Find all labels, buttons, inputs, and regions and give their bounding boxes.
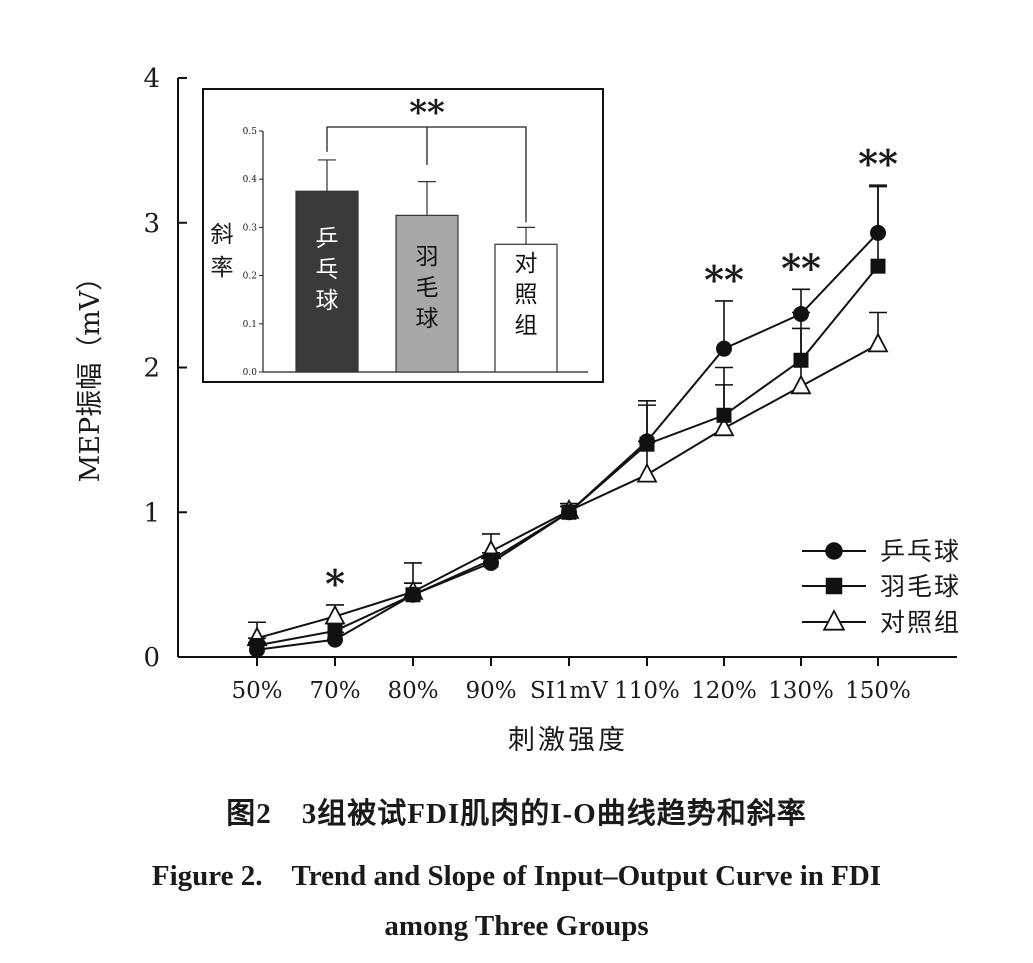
legend-marker [825,577,843,595]
x-tick-label: 90% [465,678,516,704]
inset-bar-label-char: 照 [515,282,538,308]
x-tick-label: 120% [691,678,757,704]
data-point [793,305,809,322]
inset-bar [295,190,359,373]
x-tick-label: 50% [231,678,282,704]
y-tick-label: 4 [143,64,160,94]
inset-bar-label-char: 乓 [316,257,339,283]
y-tick-label: 1 [143,498,160,528]
data-point [327,631,343,648]
significance-marker: ** [704,257,744,302]
data-point [483,554,499,571]
series-line [256,343,879,640]
inset-bar-label-char: 乒 [316,226,339,252]
data-point [870,224,886,241]
x-tick-label: 80% [387,678,438,704]
inset-bar-label-char: 球 [316,288,339,314]
inset-y-title-char: 率 [211,255,234,281]
inset-bar-label-char: 毛 [416,275,439,301]
inset-significance-marker: ** [409,93,445,133]
legend-label: 对照组 [880,608,961,637]
x-tick-label: 70% [309,678,360,704]
caption-english-line2: among Three Groups [384,910,649,942]
data-point [249,641,265,658]
x-tick-label: 110% [614,678,680,704]
inset-y-tick-label: 0.2 [243,272,257,282]
data-point [867,332,889,353]
inset-bar-label-char: 组 [515,313,538,339]
inset-bar-label-char: 球 [416,306,439,332]
caption-chinese: 图2 3组被试FDI肌肉的I-O曲线趋势和斜率 [226,798,807,830]
inset-bar [494,243,558,373]
caption-english-line1: Figure 2. Trend and Slope of Input–Outpu… [151,860,882,892]
data-point [870,258,886,274]
data-point [716,407,732,423]
x-tick-label: 150% [845,678,911,704]
data-point [793,352,809,368]
significance-marker: ** [858,141,898,186]
chart-svg: 0 1 2 3 4 50% 70% 80% 90% SI1mV 110% 120% 130% 150% 刺激… [75,64,961,756]
inset-y-tick-label: 0.5 [243,127,258,137]
legend-marker [822,609,846,631]
inset-y-tick-label: 0.0 [243,368,258,378]
y-tick-label: 0 [143,643,160,673]
x-tick-label: 130% [768,678,834,704]
data-point [639,433,655,450]
inset-y-tick-label: 0.1 [243,320,257,330]
y-tick-label: 2 [143,354,160,384]
inset-bar-label-char: 羽 [416,244,439,270]
data-point [790,374,812,395]
data-point [716,340,732,357]
legend-label: 乒乓球 [880,537,961,566]
inset-bar-label-char: 对 [515,251,538,277]
data-point [405,586,421,603]
y-axis-title: MEP振幅（mV） [75,264,106,483]
x-axis-title: 刺激强度 [508,725,628,756]
significance-marker: * [325,561,345,606]
data-point [561,504,577,521]
legend-marker [825,542,843,560]
inset-y-title-char: 斜 [211,222,234,248]
significance-marker: ** [781,245,821,290]
x-tick-label: SI1mV [530,678,608,704]
figure-area: 0 1 2 3 4 50% 70% 80% 90% SI1mV 110% 120% 130% 150% 刺激… [75,64,961,756]
data-point [713,416,735,437]
data-point [636,462,658,483]
y-tick-label: 3 [143,209,160,239]
legend-label: 羽毛球 [880,572,961,601]
inset-y-tick-label: 0.3 [243,223,258,233]
inset-y-tick-label: 0.4 [243,175,258,185]
